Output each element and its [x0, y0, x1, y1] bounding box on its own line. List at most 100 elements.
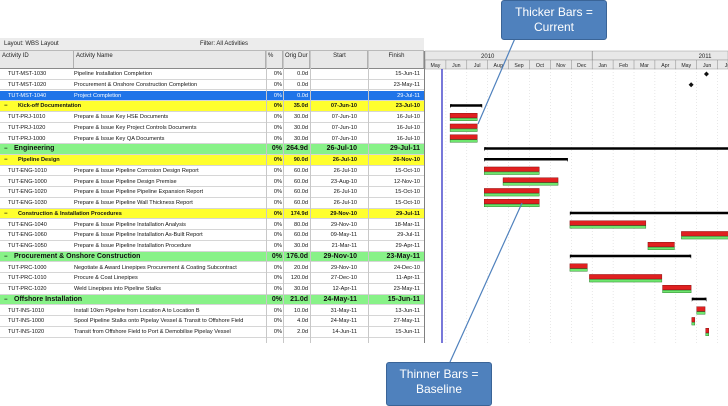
grid-header: Activity ID Activity Name % Orig Dur Sta… [0, 51, 424, 69]
finish-cell: 15-Oct-10 [395, 189, 420, 196]
activity-row[interactable]: TUT-ENG-1040 Prepare & Issue Pipeline Ins… [0, 220, 424, 230]
activity-row[interactable]: TUT-ENG-1060 Prepare & Issue Pipeline Ins… [0, 230, 424, 241]
col-header-percent[interactable]: % [266, 51, 283, 68]
start-cell: 27-Dec-10 [330, 275, 357, 282]
percent-cell: 0% [273, 200, 282, 206]
wbs-row[interactable]: Engineering 0% 264.9d 26-Jul-10 29-Jul-11 − [0, 144, 424, 155]
activity-row[interactable]: TUT-INS-1000 Spool Pipeline Stalks onto P… [0, 316, 424, 327]
activity-name-cell: Prepare & Issue Pipeline Installation As… [74, 232, 203, 239]
activity-id-cell: TUT-PRJ-1020 [8, 124, 46, 131]
activity-id-cell: TUT-ENG-1020 [8, 189, 47, 196]
percent-cell: 0% [273, 329, 282, 335]
finish-cell: 16-Jul-10 [396, 124, 420, 131]
grid-gantt-splitter[interactable] [424, 51, 425, 343]
start-cell: 12-Apr-11 [332, 286, 357, 292]
orig-dur-cell: 90.0d [293, 157, 308, 163]
orig-dur-cell: 30.0d [294, 114, 308, 120]
finish-cell: 23-Jul-10 [395, 103, 420, 110]
percent-cell: 0% [273, 210, 282, 217]
col-header-finish[interactable]: Finish [368, 51, 424, 68]
activity-row[interactable]: TUT-MST-1030 Pipeline Installation Comple… [0, 69, 424, 80]
collapse-icon[interactable]: − [4, 253, 8, 260]
activity-id-cell: TUT-PRC-1020 [8, 286, 47, 292]
activity-name-cell: Pipeline Design [18, 157, 60, 163]
activity-row[interactable]: TUT-PRJ-1010 Prepare & Issue Key HSE Docu… [0, 112, 424, 123]
activity-row[interactable]: TUT-PRC-1000 Negotiate & Award Linepipes … [0, 263, 424, 273]
collapse-icon[interactable]: − [4, 103, 8, 110]
col-header-orig-dur[interactable]: Orig Dur [283, 51, 310, 68]
activity-row[interactable]: TUT-ENG-1050 Prepare & Issue Pipeline Ins… [0, 241, 424, 252]
percent-cell: 0% [273, 92, 282, 99]
col-header-activity-name[interactable]: Activity Name [74, 51, 266, 68]
orig-dur-cell: 264.9d [286, 145, 308, 153]
activity-id-cell: TUT-MST-1030 [8, 71, 47, 77]
finish-cell: 11-Apr-11 [395, 275, 420, 282]
percent-cell: 0% [273, 243, 282, 249]
wbs-row[interactable]: Pipeline Design 0% 90.0d 26-Jul-10 26-Nov-10… [0, 155, 424, 166]
start-cell: 21-Mar-11 [331, 243, 357, 249]
col-header-activity-id[interactable]: Activity ID [0, 51, 74, 68]
wbs-row[interactable]: Procurement & Onshore Construction 0% 176.… [0, 251, 424, 263]
orig-dur-cell: 30.0d [294, 286, 308, 292]
start-cell: 07-Jun-10 [331, 114, 357, 120]
collapse-icon[interactable]: − [4, 146, 8, 153]
activity-row[interactable]: TUT-ENG-1010 Prepare & Issue Pipeline Cor… [0, 166, 424, 177]
filter-label[interactable]: Filter: All Activities [200, 41, 249, 47]
activity-row[interactable]: TUT-PRJ-1020 Prepare & Issue Key Project … [0, 123, 424, 134]
activity-row[interactable]: TUT-INS-1010 Install 10km Pipeline from L… [0, 306, 424, 316]
activity-id-cell: TUT-MST-1040 [8, 92, 47, 99]
activity-name-cell: Prepare & Issue Key HSE Documents [74, 114, 169, 120]
start-cell: 07-Jun-10 [331, 124, 357, 131]
activity-name-cell: Project Completion [74, 92, 122, 99]
orig-dur-cell: 60.0d [294, 232, 308, 239]
activity-row[interactable]: TUT-ENG-1030 Prepare & Issue Pipeline Wal… [0, 198, 424, 209]
activity-row[interactable]: TUT-INS-1020 Transit from Offshore Field … [0, 327, 424, 338]
col-header-start[interactable]: Start [310, 51, 368, 68]
activity-name-cell: Prepare & Issue Key Project Controls Doc… [74, 124, 197, 131]
start-cell: 14-Jun-11 [332, 329, 357, 335]
percent-cell: 0% [273, 307, 282, 314]
percent-cell: 0% [273, 124, 282, 131]
start-cell: 23-Aug-10 [330, 178, 357, 185]
wbs-row[interactable]: Kick-off Documentation 0% 35.0d 07-Jun-10 23… [0, 101, 424, 112]
activity-row[interactable]: TUT-PRJ-1000 Prepare & Issue Key QA Docum… [0, 134, 424, 144]
start-cell: 24-May-11 [330, 318, 357, 325]
start-cell: 26-Jul-10 [333, 167, 357, 174]
orig-dur-cell: 80.0d [294, 221, 308, 228]
activity-row[interactable]: TUT-PRC-1020 Weld Linepipes into Pipeline… [0, 284, 424, 295]
wbs-row[interactable]: Construction & Installation Procedures 0%… [0, 208, 424, 220]
activity-name-cell: Construction & Installation Procedures [18, 210, 122, 217]
orig-dur-cell: 30.0d [294, 135, 308, 142]
activity-name-cell: Install 10km Pipeline from Location A to… [74, 307, 200, 314]
activity-row[interactable]: TUT-MST-1020 Procurement & Onshore Constr… [0, 80, 424, 91]
collapse-icon[interactable]: − [4, 210, 8, 217]
col-divider [283, 51, 284, 343]
activity-name-cell: Negotiate & Award Linepipes Procurement … [74, 264, 237, 271]
start-cell: 29-Nov-10 [330, 210, 357, 217]
finish-cell: 16-Jul-10 [396, 114, 420, 120]
finish-cell: 29-Jul-11 [397, 92, 420, 99]
activity-row[interactable]: TUT-MST-1040 Project Completion 0% 0.0d 29-J… [0, 90, 424, 101]
finish-cell: 15-Oct-10 [395, 200, 420, 206]
activity-row[interactable]: TUT-ENG-1000 Prepare & Issue Pipeline Des… [0, 177, 424, 187]
activity-name-cell: Engineering [14, 145, 55, 153]
activity-name-cell: Kick-off Documentation [18, 103, 82, 110]
orig-dur-cell: 60.0d [294, 178, 308, 185]
finish-cell: 15-Jun-11 [395, 329, 420, 335]
wbs-row[interactable]: Offshore Installation 0% 21.0d 24-May-11 15-… [0, 294, 424, 306]
start-cell: 29-Nov-10 [323, 252, 357, 260]
collapse-icon[interactable]: − [4, 157, 8, 163]
layout-label[interactable]: Layout: WBS Layout [4, 41, 59, 47]
activity-row[interactable]: TUT-ENG-1020 Prepare & Issue Pipeline Pip… [0, 187, 424, 198]
finish-cell: 15-Jun-11 [395, 71, 420, 77]
start-cell [312, 91, 357, 101]
activity-id-cell: TUT-ENG-1050 [8, 243, 47, 249]
activity-row[interactable]: TUT-PRC-1010 Procure & Coat Linepipes 0% 12… [0, 273, 424, 284]
orig-dur-cell: 4.0d [297, 318, 308, 325]
finish-cell: 29-Jul-11 [390, 145, 420, 153]
finish-cell: 26-Nov-10 [393, 157, 420, 163]
activity-name-cell: Procurement & Onshore Construction Compl… [74, 81, 198, 88]
percent-cell: 0% [273, 157, 282, 163]
collapse-icon[interactable]: − [4, 296, 8, 303]
orig-dur-cell: 10.0d [294, 307, 308, 314]
